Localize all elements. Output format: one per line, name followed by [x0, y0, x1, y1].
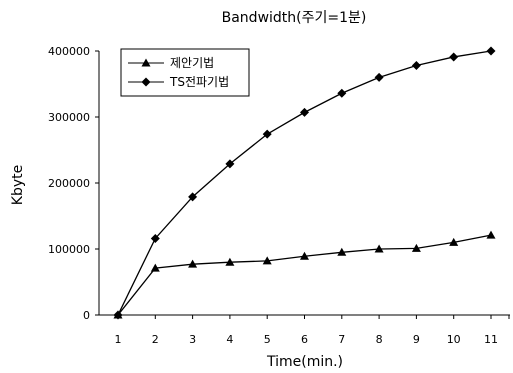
x-tick-label-5: 6 — [301, 333, 308, 346]
series-0-point-3 — [225, 257, 235, 266]
series-0-point-4 — [262, 256, 272, 265]
series-1-point-8 — [411, 61, 421, 71]
series-0-point-2 — [188, 259, 198, 268]
x-tick-label-2: 3 — [189, 333, 196, 346]
y-tick-label-2: 200000 — [48, 177, 90, 190]
y-tick-label-3: 300000 — [48, 111, 90, 124]
series-line-0 — [117, 234, 492, 316]
series-0-point-7 — [374, 244, 384, 253]
y-axis-label: Kbyte — [10, 165, 26, 205]
legend-marker-1 — [141, 77, 151, 87]
series-0-point-9 — [449, 237, 459, 246]
series-1-point-6 — [337, 88, 347, 98]
x-tick-label-7: 8 — [376, 333, 383, 346]
series-0-point-8 — [411, 243, 421, 252]
series-1-point-10 — [486, 46, 496, 56]
x-tick-group: 1 2 3 4 5 6 7 8 9 10 11 — [115, 315, 510, 346]
series-1-point-7 — [374, 72, 384, 82]
series-1-point-4 — [262, 129, 272, 139]
legend-label-0: 제안기법 — [170, 56, 214, 70]
y-tick-label-4: 400000 — [48, 45, 90, 58]
series-0-point-6 — [337, 247, 347, 256]
legend: 제안기법 TS전파기법 — [120, 48, 250, 97]
x-tick-label-3: 4 — [226, 333, 233, 346]
series-0-point-1 — [150, 263, 160, 272]
series-1-point-2 — [188, 192, 198, 202]
y-tick-label-1: 100000 — [48, 243, 90, 256]
series-1-point-5 — [300, 107, 309, 117]
series-1-point-0 — [113, 310, 123, 320]
x-tick-label-0: 1 — [115, 333, 122, 346]
series-1-point-1 — [150, 233, 160, 243]
x-axis-label: Time(min.) — [266, 354, 343, 370]
x-tick-label-8: 9 — [413, 333, 420, 346]
chart-title: Bandwidth(주기=1분) — [222, 10, 367, 26]
x-tick-label-6: 7 — [338, 333, 345, 346]
x-tick-label-4: 5 — [264, 333, 271, 346]
legend-box — [120, 48, 250, 97]
legend-label-1: TS전파기법 — [169, 75, 229, 89]
x-tick-label-1: 2 — [152, 333, 159, 346]
series-0-point-10 — [486, 230, 496, 239]
x-tick-label-10: 11 — [484, 333, 498, 346]
y-tick-group: 0 100000 200000 300000 400000 — [48, 45, 99, 322]
y-tick-label-0: 0 — [83, 309, 90, 322]
series-layer — [113, 46, 496, 320]
series-1-point-9 — [449, 52, 459, 62]
series-0-point-5 — [300, 251, 309, 260]
x-tick-label-9: 10 — [447, 333, 461, 346]
legend-marker-0 — [141, 58, 151, 67]
series-1-point-3 — [225, 159, 235, 169]
